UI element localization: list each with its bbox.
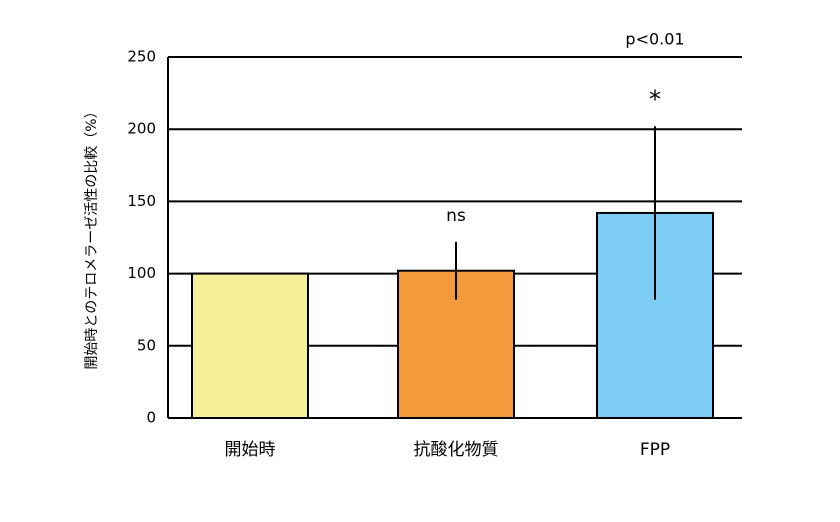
y-tick-label: 50 bbox=[137, 336, 156, 354]
y-tick-label: 0 bbox=[146, 409, 156, 427]
bar bbox=[191, 272, 309, 419]
significance: p<0.01 bbox=[625, 30, 684, 49]
x-tick-label: 開始時 bbox=[225, 440, 276, 460]
y-tick-label: 250 bbox=[127, 48, 156, 66]
y-tick-label: 150 bbox=[127, 192, 156, 210]
x-tick-label: 抗酸化物質 bbox=[414, 440, 499, 460]
y-tick-label: 100 bbox=[127, 264, 156, 282]
y-tick-label: 200 bbox=[127, 120, 156, 138]
annotation: * bbox=[649, 85, 661, 113]
x-tick-label: FPP bbox=[640, 440, 670, 460]
y-axis-label: 開始時とのテロメラーゼ活性の比較（%） bbox=[84, 104, 100, 369]
annotation: ns bbox=[446, 206, 466, 226]
